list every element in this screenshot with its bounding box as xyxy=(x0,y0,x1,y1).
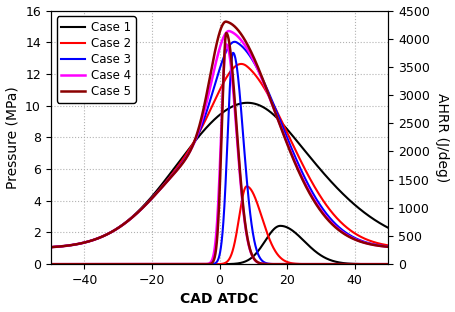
Case 3 xyxy=(376,243,381,247)
Case 1 xyxy=(48,245,53,249)
Case 5 xyxy=(376,244,381,248)
Case 4 xyxy=(376,244,381,247)
Case 1 xyxy=(203,126,209,130)
Case 2 xyxy=(48,245,53,249)
Case 5 xyxy=(48,245,53,249)
Case 4 xyxy=(65,244,71,247)
Case 1 xyxy=(245,101,250,105)
Case 5 xyxy=(376,244,381,248)
Case 4 xyxy=(386,245,391,249)
Case 3 xyxy=(232,40,238,44)
Case 2 xyxy=(65,244,71,247)
Case 5 xyxy=(314,203,319,207)
Case 4 xyxy=(226,29,232,33)
Case 2 xyxy=(386,243,391,247)
Case 2 xyxy=(203,117,209,121)
Case 5 xyxy=(212,50,217,54)
Case 3 xyxy=(212,83,217,86)
Case 1 xyxy=(376,221,381,224)
Case 5 xyxy=(223,20,228,23)
Case 1 xyxy=(386,226,391,230)
Case 2 xyxy=(314,189,319,193)
Legend: Case 1, Case 2, Case 3, Case 4, Case 5: Case 1, Case 2, Case 3, Case 4, Case 5 xyxy=(56,17,136,103)
Case 4 xyxy=(314,202,319,206)
Case 2 xyxy=(376,241,381,245)
Case 3 xyxy=(314,198,319,202)
Line: Case 4: Case 4 xyxy=(51,31,389,247)
Y-axis label: Pressure (MPa): Pressure (MPa) xyxy=(5,86,20,189)
Line: Case 3: Case 3 xyxy=(51,42,389,247)
Line: Case 5: Case 5 xyxy=(51,22,389,247)
Case 2 xyxy=(376,241,381,245)
X-axis label: CAD ATDC: CAD ATDC xyxy=(180,292,259,306)
Case 5 xyxy=(203,96,209,100)
Case 3 xyxy=(48,245,53,249)
Case 4 xyxy=(203,103,209,107)
Case 4 xyxy=(48,245,53,249)
Case 3 xyxy=(65,244,71,247)
Case 4 xyxy=(376,244,381,247)
Case 1 xyxy=(376,221,381,224)
Case 2 xyxy=(212,98,217,102)
Case 3 xyxy=(386,245,391,248)
Case 5 xyxy=(386,245,391,249)
Line: Case 2: Case 2 xyxy=(51,64,389,247)
Case 3 xyxy=(203,112,209,115)
Case 1 xyxy=(212,117,217,121)
Y-axis label: AHRR (J/deg): AHRR (J/deg) xyxy=(435,93,450,182)
Case 1 xyxy=(314,163,319,167)
Case 4 xyxy=(212,65,217,69)
Case 5 xyxy=(65,244,71,247)
Line: Case 1: Case 1 xyxy=(51,103,389,247)
Case 2 xyxy=(238,62,244,66)
Case 1 xyxy=(65,244,71,247)
Case 3 xyxy=(376,243,381,247)
